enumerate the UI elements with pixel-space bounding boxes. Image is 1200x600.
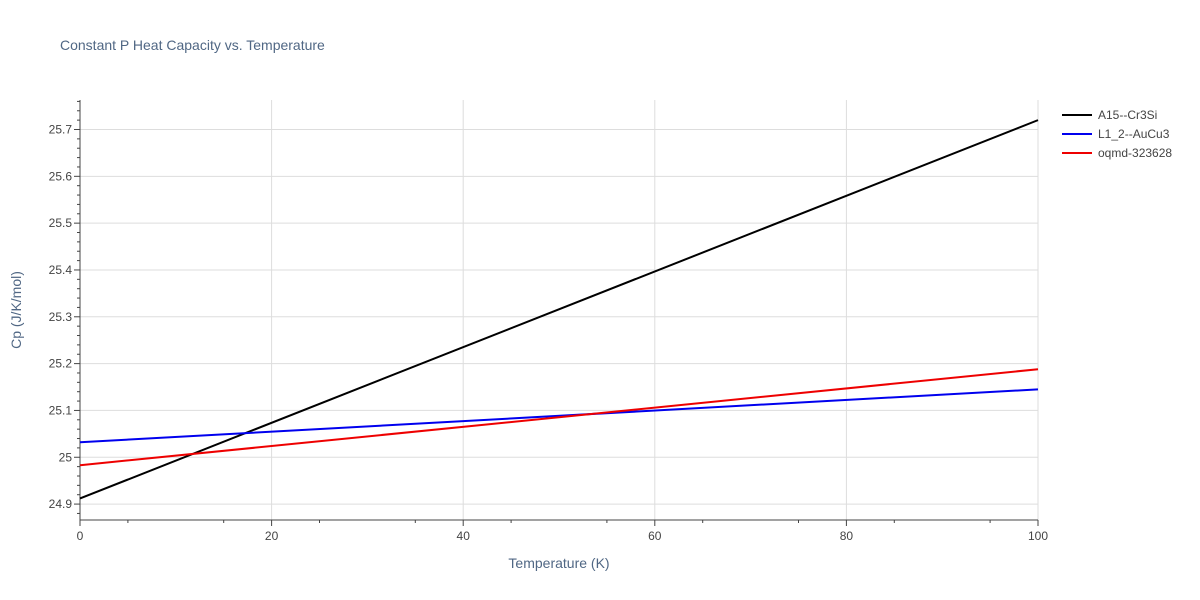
y-tick-label: 25.6 xyxy=(49,169,73,183)
x-tick-label: 40 xyxy=(457,529,471,543)
grid-layer xyxy=(80,100,1039,520)
x-tick-label: 80 xyxy=(840,529,854,543)
legend-label: A15--Cr3Si xyxy=(1098,108,1157,122)
x-tick-label: 100 xyxy=(1028,529,1048,543)
x-axis-title: Temperature (K) xyxy=(508,555,609,571)
y-tick-label: 25.4 xyxy=(49,263,73,277)
y-tick-label: 25.3 xyxy=(49,310,73,324)
axis-layer: 0 20 40 60 80 100 24.9 25 25.1 25.2 25.3 25.4 25.5 25… xyxy=(49,100,1048,543)
y-tick-label: 25.5 xyxy=(49,216,73,230)
series-line-1 xyxy=(79,119,1039,500)
y-tick-label: 25.7 xyxy=(49,122,73,136)
series-line-2 xyxy=(79,388,1039,444)
x-tick-label: 60 xyxy=(648,529,662,543)
legend-item[interactable]: A15--Cr3Si xyxy=(1062,108,1157,122)
x-tick-label: 20 xyxy=(265,529,279,543)
legend-item[interactable]: L1_2--AuCu3 xyxy=(1062,127,1170,141)
series-layer xyxy=(79,119,1039,500)
y-tick-label: 24.9 xyxy=(49,497,73,511)
legend[interactable]: A15--Cr3Si L1_2--AuCu3 oqmd-323628 xyxy=(1062,108,1172,160)
y-tick-label: 25.1 xyxy=(49,403,73,417)
legend-label: oqmd-323628 xyxy=(1098,146,1172,160)
legend-item[interactable]: oqmd-323628 xyxy=(1062,146,1172,160)
x-tick-label: 0 xyxy=(77,529,84,543)
y-tick-label: 25.2 xyxy=(49,357,73,371)
y-axis-title: Cp (J/K/mol) xyxy=(8,271,24,349)
y-tick-label: 25 xyxy=(59,450,73,464)
legend-label: L1_2--AuCu3 xyxy=(1098,127,1170,141)
series-line-3 xyxy=(79,368,1039,467)
chart-title: Constant P Heat Capacity vs. Temperature xyxy=(60,37,325,53)
